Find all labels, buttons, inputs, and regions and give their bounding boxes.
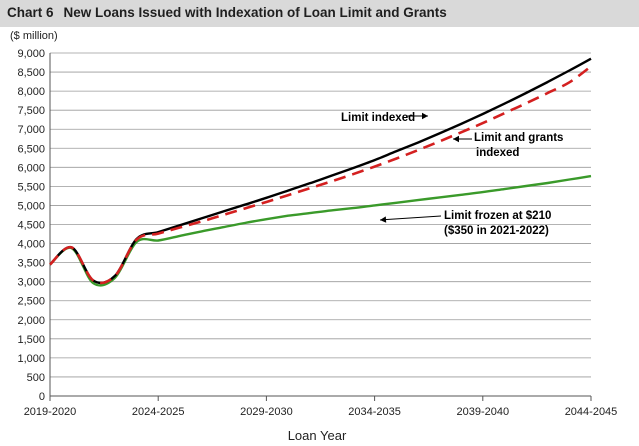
y-tick-label: 0 [39,391,45,403]
series-line-limit-frozen [49,174,592,287]
x-tick-label: 2029-2030 [240,406,293,418]
y-tick-label: 8,500 [17,67,45,79]
chart-title-text: New Loans Issued with Indexation of Loan… [63,5,447,20]
y-units-label: ($ million) [10,30,58,42]
x-tick-label: 2039-2040 [456,406,509,418]
y-tick-label: 5,500 [17,181,45,193]
x-tick-label: 2024-2025 [132,406,185,418]
y-tick-label: 7,000 [17,124,45,136]
x-tick-labels: 2019-2020 2024-2025 2029-2030 2034-2035 2039… [24,406,618,418]
chart-title: Chart 6 New Loans Issued with Indexation … [7,5,447,20]
y-tick-label: 2,500 [17,296,45,308]
chart-number: Chart 6 [7,5,54,20]
series-lines [49,57,592,287]
y-tick-label: 2,000 [17,315,45,327]
y-tick-label: 7,500 [17,105,45,117]
annotation-arrow-head [453,135,459,143]
axes [49,53,592,401]
annotation-line: Limit indexed [341,112,415,124]
x-axis-label: Loan Year [288,428,347,443]
annotation-line: Limit frozen at $210 [444,210,551,222]
y-tick-label: 4,500 [17,220,45,232]
y-tick-label: 5,000 [17,200,45,212]
annotation-line: Limit and grants [474,132,563,144]
y-tick-label: 500 [27,372,45,384]
annotation-arrow-shaft [379,215,442,221]
annotation-arrow-head [380,216,387,223]
annotation-limit-indexed: Limit indexed [341,112,415,124]
annotation-line: ($350 in 2021-2022) [444,225,549,237]
y-tick-label: 1,000 [17,353,45,365]
annotation-arrow-head [422,112,428,120]
annotation-limit-and-grants-indexed: Limit and grants indexed [474,132,563,159]
annotation-limit-frozen: Limit frozen at $210 ($350 in 2021-2022) [444,210,551,237]
y-tick-label: 3,000 [17,277,45,289]
x-tick-label: 2044-2045 [565,406,618,418]
title-bar: Chart 6 New Loans Issued with Indexation … [0,0,639,27]
y-tick-label: 1,500 [17,334,45,346]
y-tick-label: 3,500 [17,258,45,270]
series-line-limit-and-grants-indexed [49,65,592,285]
y-tick-label: 9,000 [17,48,45,60]
y-tick-labels: 0 500 1,000 1,500 2,000 2,500 3,000 3,500 4,000 4… [17,48,45,403]
y-tick-label: 8,000 [17,86,45,98]
y-tick-label: 6,500 [17,143,45,155]
y-tick-label: 6,000 [17,162,45,174]
annotation-line: indexed [476,147,519,159]
gridlines [50,52,591,378]
y-tick-label: 4,000 [17,239,45,251]
x-tick-label: 2019-2020 [24,406,77,418]
x-tick-label: 2034-2035 [348,406,401,418]
